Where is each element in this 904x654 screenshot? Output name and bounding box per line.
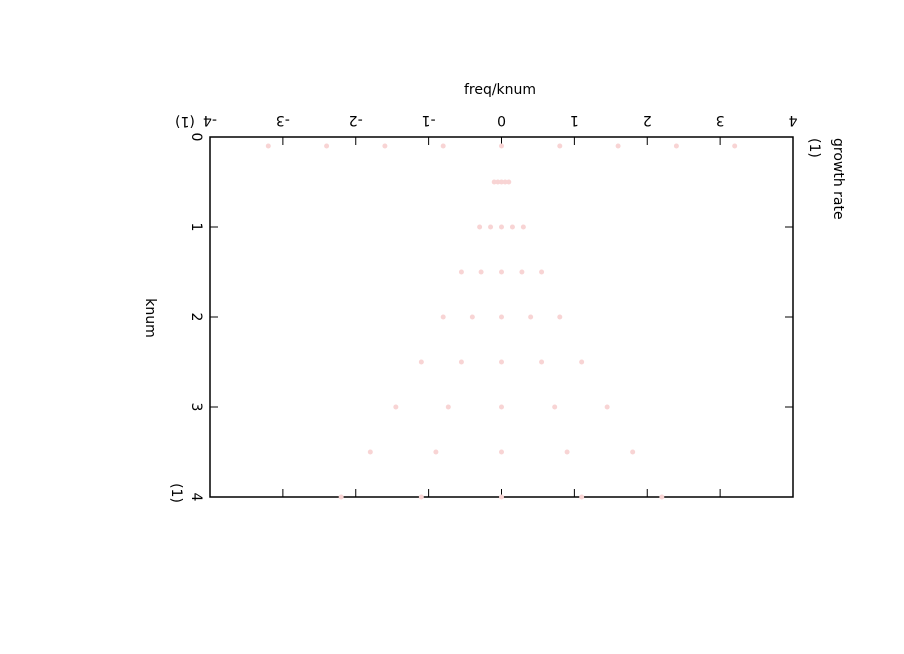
point: [520, 224, 526, 230]
point: [673, 143, 679, 149]
point: [506, 179, 512, 185]
point: [579, 494, 585, 500]
point: [418, 494, 424, 500]
point: [440, 143, 446, 149]
point: [338, 494, 344, 500]
point: [564, 449, 570, 455]
point: [265, 143, 271, 149]
point: [499, 404, 504, 410]
point: [393, 404, 399, 410]
point: [499, 314, 504, 320]
point: [469, 314, 475, 320]
point: [528, 314, 534, 320]
point: [458, 269, 464, 275]
y-tick-label: 2: [188, 313, 204, 322]
point: [477, 224, 483, 230]
x-axis-title: freq/knum: [464, 82, 536, 98]
x-tick-label: 2: [643, 112, 652, 128]
point: [499, 269, 504, 275]
x-tick-label: 0: [497, 112, 506, 128]
x-axis-unit: (1): [175, 113, 195, 129]
point: [509, 224, 515, 230]
point: [659, 494, 665, 500]
point: [440, 314, 446, 320]
point: [519, 269, 525, 275]
y-tick-label: 1: [188, 223, 204, 232]
point: [557, 143, 563, 149]
y-axis-title: knum: [142, 298, 158, 338]
y-tick-label: 0: [188, 133, 204, 142]
point: [367, 449, 373, 455]
point: [539, 359, 545, 365]
point: [499, 143, 504, 149]
point: [604, 404, 610, 410]
point: [499, 359, 504, 365]
point: [732, 143, 738, 149]
point: [495, 179, 501, 185]
y2-axis-title: growth rate: [830, 138, 846, 220]
point: [418, 359, 424, 365]
point: [458, 359, 464, 365]
x-tick-label: -2: [349, 112, 363, 128]
point: [499, 224, 504, 230]
point: [539, 269, 545, 275]
x-tick-label: 3: [716, 112, 725, 128]
x-tick-label: -3: [276, 112, 290, 128]
point: [491, 179, 497, 185]
point: [502, 179, 508, 185]
point: [499, 449, 504, 455]
x-tick-label: -1: [422, 112, 436, 128]
x-tick-label: 4: [788, 112, 797, 128]
point: [324, 143, 330, 149]
point: [557, 314, 563, 320]
y-tick-label: 3: [188, 403, 204, 412]
point: [579, 359, 585, 365]
point: [615, 143, 621, 149]
point: [433, 449, 439, 455]
point: [499, 179, 504, 185]
point: [552, 404, 558, 410]
y-axis-unit: (1): [168, 483, 184, 503]
point: [630, 449, 636, 455]
x-tick-label: 1: [570, 112, 579, 128]
x-tick-label: -4: [203, 112, 217, 128]
point: [478, 269, 484, 275]
y-tick-label: 4: [188, 493, 204, 502]
point: [445, 404, 451, 410]
point: [488, 224, 494, 230]
point: [382, 143, 388, 149]
point: [499, 494, 504, 500]
y2-axis-unit: (1): [806, 138, 822, 158]
